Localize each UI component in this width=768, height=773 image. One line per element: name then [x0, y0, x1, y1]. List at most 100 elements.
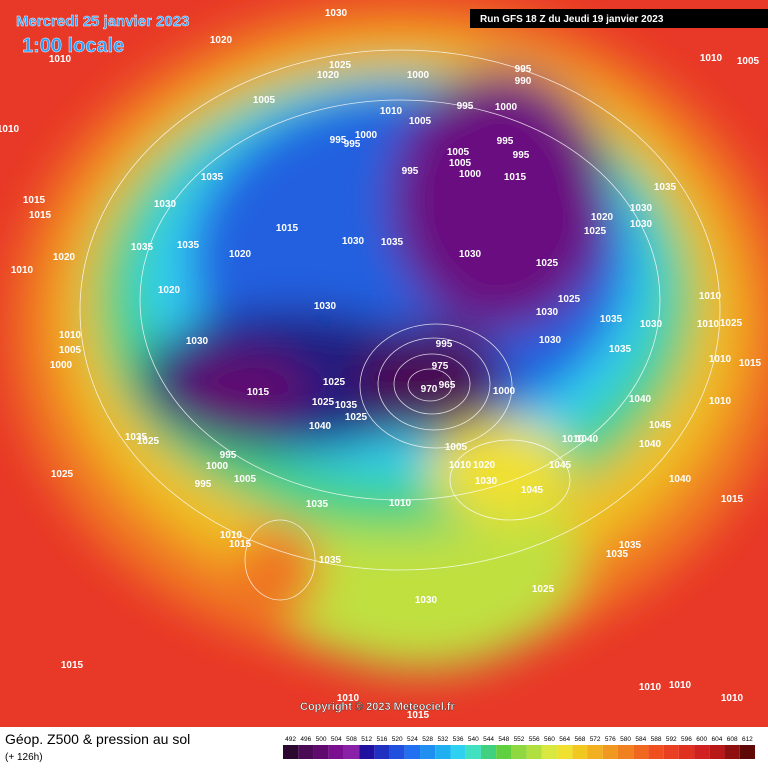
isobar-label: 1040 [576, 434, 599, 445]
scale-cell [541, 745, 558, 759]
scale-label: 540 [468, 736, 479, 743]
isobar-label: 1040 [309, 421, 332, 432]
scale-cell [389, 745, 405, 759]
isobar-label: 1030 [630, 219, 653, 230]
isobar-label: 1035 [125, 432, 148, 443]
scale-cell [526, 745, 542, 759]
isobar-label: 1025 [558, 294, 581, 305]
isobar-label: 1035 [619, 540, 642, 551]
scale-cell [678, 745, 695, 759]
scale-cell [602, 745, 618, 759]
isobar-label: 1035 [606, 549, 629, 560]
isobar-label: 1030 [536, 307, 559, 318]
isobar-label: 1010 [389, 498, 412, 509]
scale-label: 608 [727, 736, 738, 743]
isobar-label: 1035 [306, 499, 329, 510]
scale-cell [435, 745, 451, 759]
isobar-label: 1040 [629, 394, 652, 405]
isobar-label: 1015 [247, 387, 270, 398]
scale-cell [572, 745, 588, 759]
isobar-label: 990 [515, 76, 532, 87]
isobar-label: 1010 [562, 434, 585, 445]
isobar-label: 1015 [229, 539, 252, 550]
isobar-label: 1020 [591, 212, 614, 223]
isobar-label: 995 [436, 339, 453, 350]
isobar-label: 1015 [23, 195, 46, 206]
isobar-label: 1035 [319, 555, 342, 566]
scale-cell [480, 745, 497, 759]
isobar-label: 1025 [137, 436, 160, 447]
scale-label: 492 [285, 736, 296, 743]
scale-cell [374, 745, 390, 759]
scale-cell [465, 745, 481, 759]
isobar-label: 1005 [409, 116, 432, 127]
isobar-label: 1030 [154, 199, 177, 210]
scale-cell [496, 745, 512, 759]
isobar-label: 965 [439, 380, 456, 391]
isobar-label: 1035 [177, 240, 200, 251]
scale-cell [617, 745, 634, 759]
isobar-label: 1035 [654, 182, 677, 193]
scale-cell [648, 745, 664, 759]
scale-label: 528 [422, 736, 433, 743]
isobar-label: 1000 [407, 70, 430, 81]
isobar-label: 1025 [51, 469, 74, 480]
isobar-label: 1015 [276, 223, 299, 234]
isobar-label: 1030 [415, 595, 438, 606]
isobar-label: 1020 [317, 70, 340, 81]
scale-label: 556 [529, 736, 540, 743]
isobar-label: 1010 [709, 354, 732, 365]
isobar-label: 1025 [312, 397, 335, 408]
isobar-label: 995 [330, 135, 347, 146]
run-info: Run GFS 18 Z du Jeudi 19 janvier 2023 [480, 14, 664, 25]
map-date: Mercredi 25 janvier 2023 [16, 13, 189, 30]
scale-label: 532 [437, 736, 448, 743]
isobar-label: 1015 [61, 660, 84, 671]
isobar-label: 1045 [521, 485, 544, 496]
isobar-label: 1010 [709, 396, 732, 407]
scale-label: 560 [544, 736, 555, 743]
local-time: 1:00 locale [22, 35, 124, 57]
scale-label: 576 [605, 736, 616, 743]
isobar-label: 1010 [49, 54, 72, 65]
isobar-label: 1000 [355, 130, 378, 141]
isobar-label: 1010 [697, 319, 720, 330]
scale-label: 536 [453, 736, 464, 743]
isobar-label: 1040 [669, 474, 692, 485]
scale-cell [709, 745, 725, 759]
isobar-label: 1000 [50, 360, 73, 371]
isobar-label: 1005 [234, 474, 257, 485]
isobar-label: 1010 [11, 265, 34, 276]
isobar-label: 1000 [495, 102, 518, 113]
isobar-label: 1025 [329, 60, 352, 71]
scale-label: 564 [559, 736, 570, 743]
isobar-label: 1010 [59, 330, 82, 341]
isobar-label: 1005 [59, 345, 82, 356]
isobar-labels: 1030102010101025102099599010001005101010… [0, 8, 762, 721]
color-scale: 492 496 500 504 508 512 516 520 524 528 532 536 540 5… [283, 736, 755, 759]
isobar-label: 1025 [532, 584, 555, 595]
footer-title: Géop. Z500 & pression au sol [5, 731, 190, 747]
scale-cell [739, 745, 755, 759]
isobar-label: 1020 [53, 252, 76, 263]
isobar-label: 1030 [459, 249, 482, 260]
scale-label: 548 [498, 736, 509, 743]
isobar-label: 995 [220, 450, 237, 461]
scale-label: 512 [361, 736, 372, 743]
isobar-label: 1035 [131, 242, 154, 253]
scale-label: 572 [590, 736, 601, 743]
scale-label: 580 [620, 736, 631, 743]
scale-cell [633, 745, 649, 759]
isobar-label: 1000 [459, 169, 482, 180]
scale-label: 500 [316, 736, 327, 743]
isobar-label: 995 [513, 150, 530, 161]
scale-label: 508 [346, 736, 357, 743]
isobar-label: 1010 [449, 460, 472, 471]
isobar-label: 995 [515, 64, 532, 75]
isobar-label: 1010 [380, 106, 403, 117]
isobar-label: 1030 [539, 335, 562, 346]
copyright: Copyright © 2023 Meteociel.fr [300, 701, 456, 713]
scale-label: 600 [696, 736, 707, 743]
